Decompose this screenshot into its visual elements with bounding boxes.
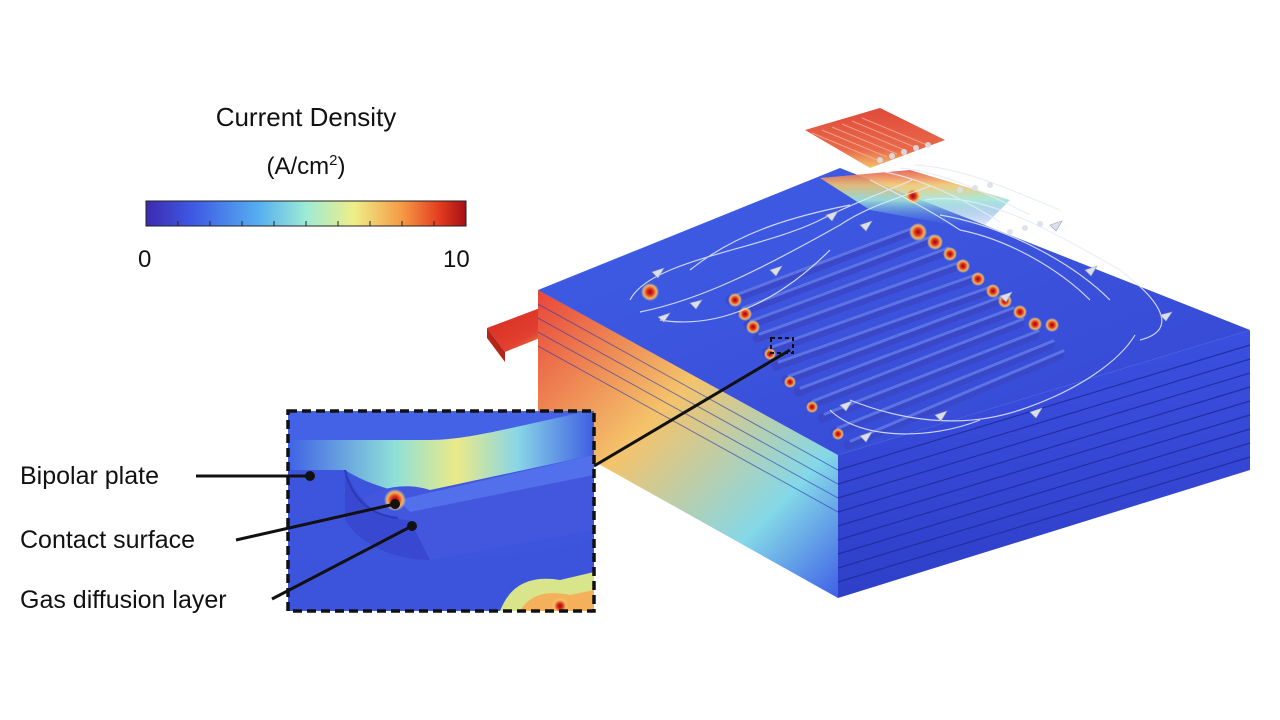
legend-unit: (A/cm2) xyxy=(146,146,466,182)
left-tab-edge xyxy=(487,328,505,362)
flow-channels xyxy=(725,224,1065,450)
callout-leaders xyxy=(196,474,413,601)
current-streamlines xyxy=(629,164,1163,435)
stack-left-side xyxy=(538,290,838,598)
callout-dot-contact-surface xyxy=(390,499,400,509)
callout-contact-surface: Contact surface xyxy=(20,526,196,554)
streamline-arrows xyxy=(651,210,1173,443)
legend-title: Current Density xyxy=(215,102,397,132)
current-hotspots xyxy=(641,188,1059,440)
inset-frame xyxy=(286,409,596,613)
callout-dot-bipolar-plate xyxy=(305,471,315,481)
zoom-marker xyxy=(770,337,794,354)
callout-gas-diffusion-layer: Gas diffusion layer xyxy=(20,586,227,614)
stack-top-face xyxy=(538,168,1250,455)
inset-zoom-view xyxy=(288,411,594,611)
legend-unit-close: ) xyxy=(337,153,346,180)
legend-unit-text: (A/cm xyxy=(266,153,330,180)
legend-max-label: 10 xyxy=(443,246,470,273)
colorbar-ticks xyxy=(145,221,467,226)
callout-bipolar-plate: Bipolar plate xyxy=(20,462,159,490)
legend-unit-superscript: 2 xyxy=(329,152,338,169)
legend-min-label: 0 xyxy=(138,246,152,273)
callout-dot-gas-diffusion-layer xyxy=(407,521,417,531)
zoom-connector-line xyxy=(593,348,791,468)
stack-layer-lines xyxy=(837,344,1251,583)
